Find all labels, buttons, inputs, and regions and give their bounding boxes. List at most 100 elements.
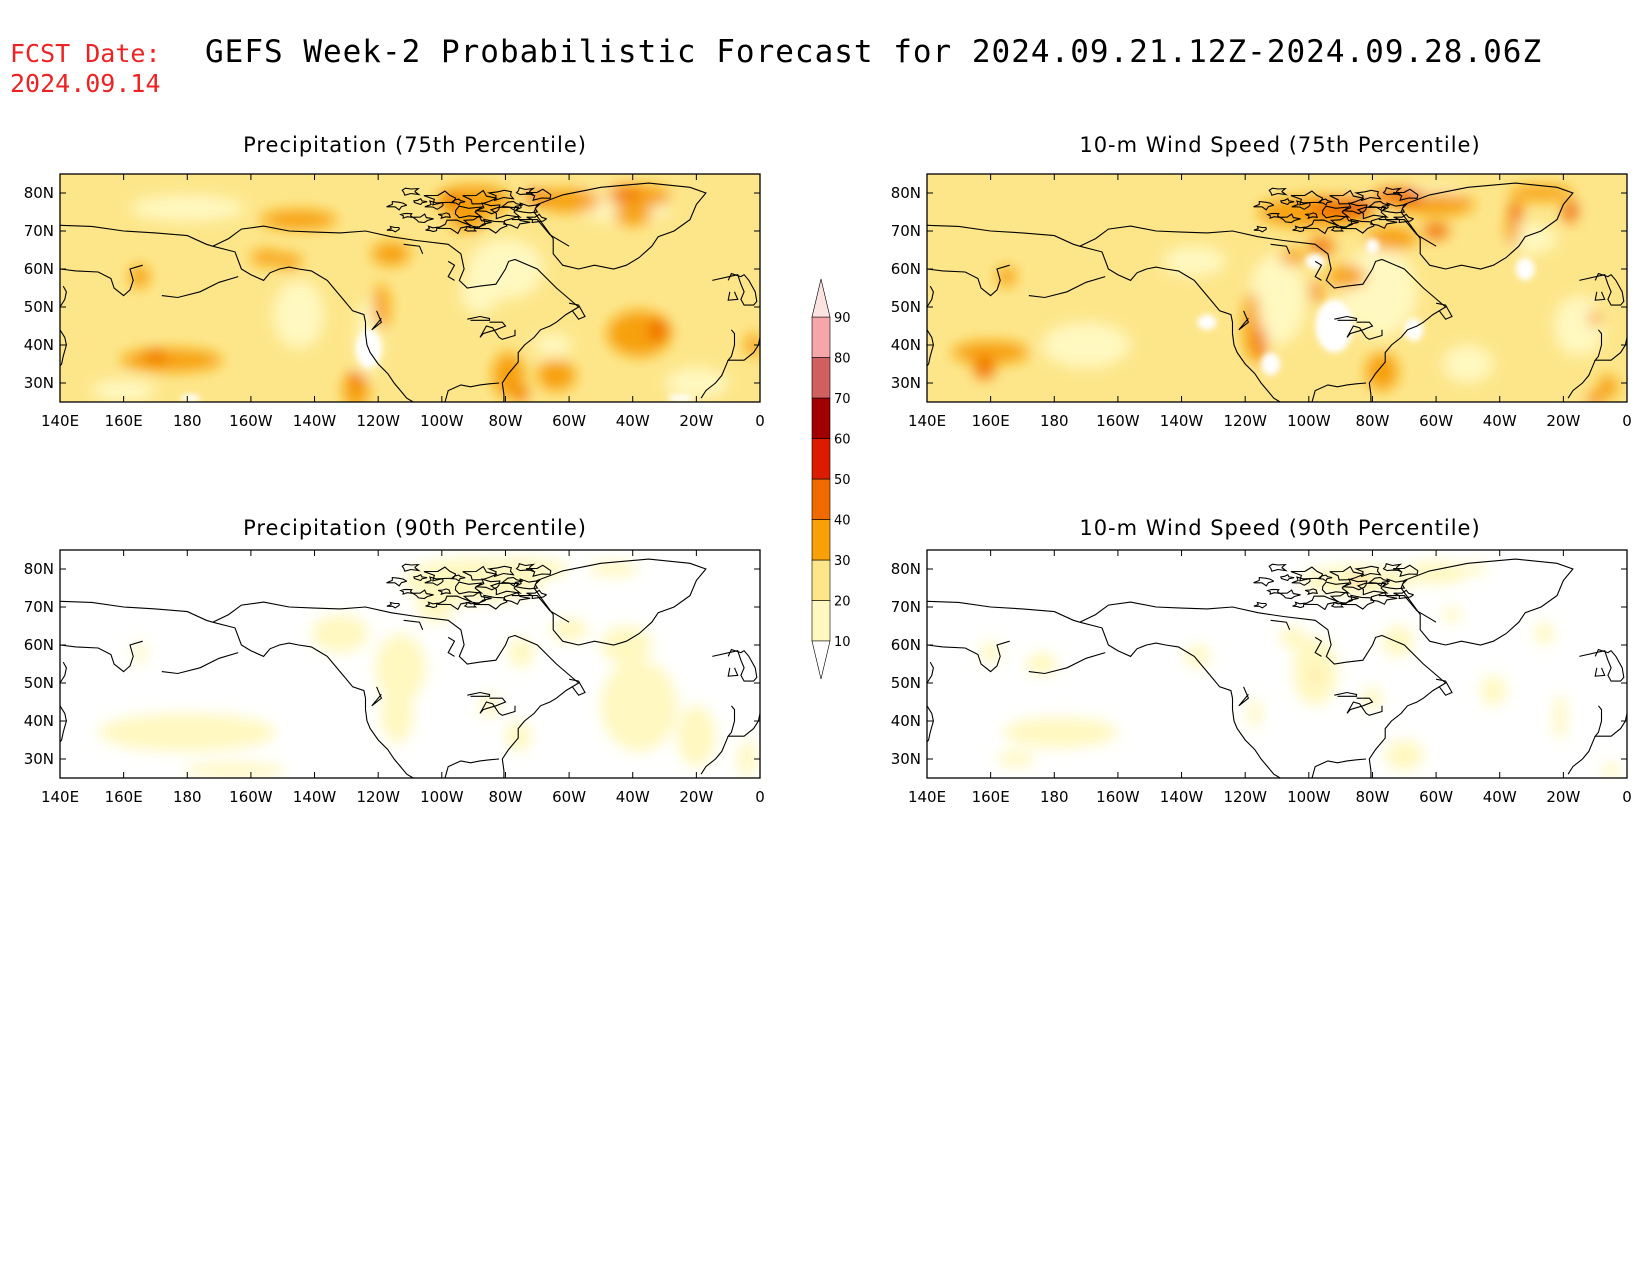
coastline-island [463,225,479,232]
probability-region [276,253,302,269]
coastline-island [1356,206,1389,220]
coastline-island [386,576,408,587]
coastline-island [1291,200,1311,210]
lat-label: 30N [24,374,54,392]
colorbar-segment [811,316,831,358]
probability-region [1509,200,1522,224]
probability-region [1509,185,1573,201]
coastline [927,640,1010,673]
colorbar-segment [811,519,831,561]
probability-region [1292,637,1338,706]
colorbar-label: 80 [834,352,851,367]
lon-label: 100W [1287,788,1331,806]
probability-region [588,561,640,577]
coastline-island [463,601,479,608]
probability-region [1025,652,1058,676]
coastlines [60,182,760,402]
coastline [1028,652,1106,675]
coastline-island [411,589,434,600]
coastline [60,285,67,308]
colorbar-label: 30 [834,554,851,569]
coastline [1594,291,1606,301]
colorbar-label: 90 [834,311,851,326]
coastline [1238,310,1250,331]
coastline-island [437,588,452,596]
coastline-island [1266,588,1282,595]
coastline-island [437,219,473,235]
fcst-date-label: FCST Date: [10,39,161,68]
coastline-island [454,581,484,595]
coastline-island [401,187,421,196]
lon-label: 160E [972,412,1010,430]
probability-region [1404,193,1424,201]
coastline-island [1278,213,1301,224]
coastline-island [474,594,508,610]
coastline-island [500,576,523,587]
probability-region [1248,253,1306,345]
coastline-island [411,213,434,224]
lon-label: 80W [488,412,522,430]
colorbar-label: 10 [834,635,851,650]
lat-label: 70N [24,222,54,240]
coastline-island [1253,576,1275,587]
coastline-island [1291,576,1311,586]
coastline-island [1280,573,1295,582]
lon-label: 20W [679,788,713,806]
probability-region [508,637,535,668]
lon-label: 100W [420,788,464,806]
lon-label: 0 [1622,412,1632,430]
coastline-island [1393,564,1419,577]
coastline-island [1356,582,1389,596]
coastline-island [1380,202,1408,214]
lon-label: 60W [552,412,586,430]
probability-region [974,356,994,380]
coastline-island [437,212,452,220]
probability-region [600,660,678,752]
coastline [700,359,729,399]
coastline [444,758,500,778]
colorbar-label: 40 [834,514,851,529]
coastline [1334,315,1358,321]
figure-title: GEFS Week-2 Probabilistic Forecast for 2… [205,34,1542,70]
lon-label: 0 [755,788,765,806]
lat-label: 80N [24,184,54,202]
coastline [479,321,516,340]
probability-region [273,280,325,349]
colorbar-label: 50 [834,473,851,488]
lon-label: 180 [1040,788,1069,806]
colorbar-label: 60 [834,433,851,448]
coastline-island [1341,218,1375,234]
probability-region [184,762,286,778]
lat-label: 30N [24,750,54,768]
below-threshold-region [1315,299,1354,353]
lat-label: 50N [891,298,921,316]
coastline [927,329,934,367]
probability-region [130,265,149,288]
map-precip-90: 140E 160E 180 160W 140W 120W 100W 80W 60W 40W 20W 0… [24,549,765,806]
coastline-island [1268,187,1288,196]
below-threshold-region [1305,253,1325,269]
coastline-island [1367,576,1390,587]
coastline [161,276,239,299]
lon-label: 160W [229,412,273,430]
lon-label: 140W [293,412,337,430]
coastline [60,224,213,247]
map-wind-75: 140E 160E 180 160W 140W 120W 100W 80W 60W 40W 20W 0… [891,173,1632,430]
probability-region [648,318,668,342]
coastline [1400,558,1574,646]
probability-region [371,242,410,266]
coastline [1435,678,1453,696]
coastline [511,219,570,247]
lat-label: 50N [24,674,54,692]
lat-label: 40N [24,336,54,354]
lon-label: 20W [1546,788,1580,806]
probability-region [537,189,601,212]
probability-region [373,284,390,330]
coastline [533,558,707,646]
colorbar-segment [811,559,831,601]
coastline [444,382,500,402]
probability-region [1310,282,1320,294]
coastline-island [437,595,473,611]
coastline-island [1329,565,1365,581]
lon-label: 20W [1546,412,1580,430]
